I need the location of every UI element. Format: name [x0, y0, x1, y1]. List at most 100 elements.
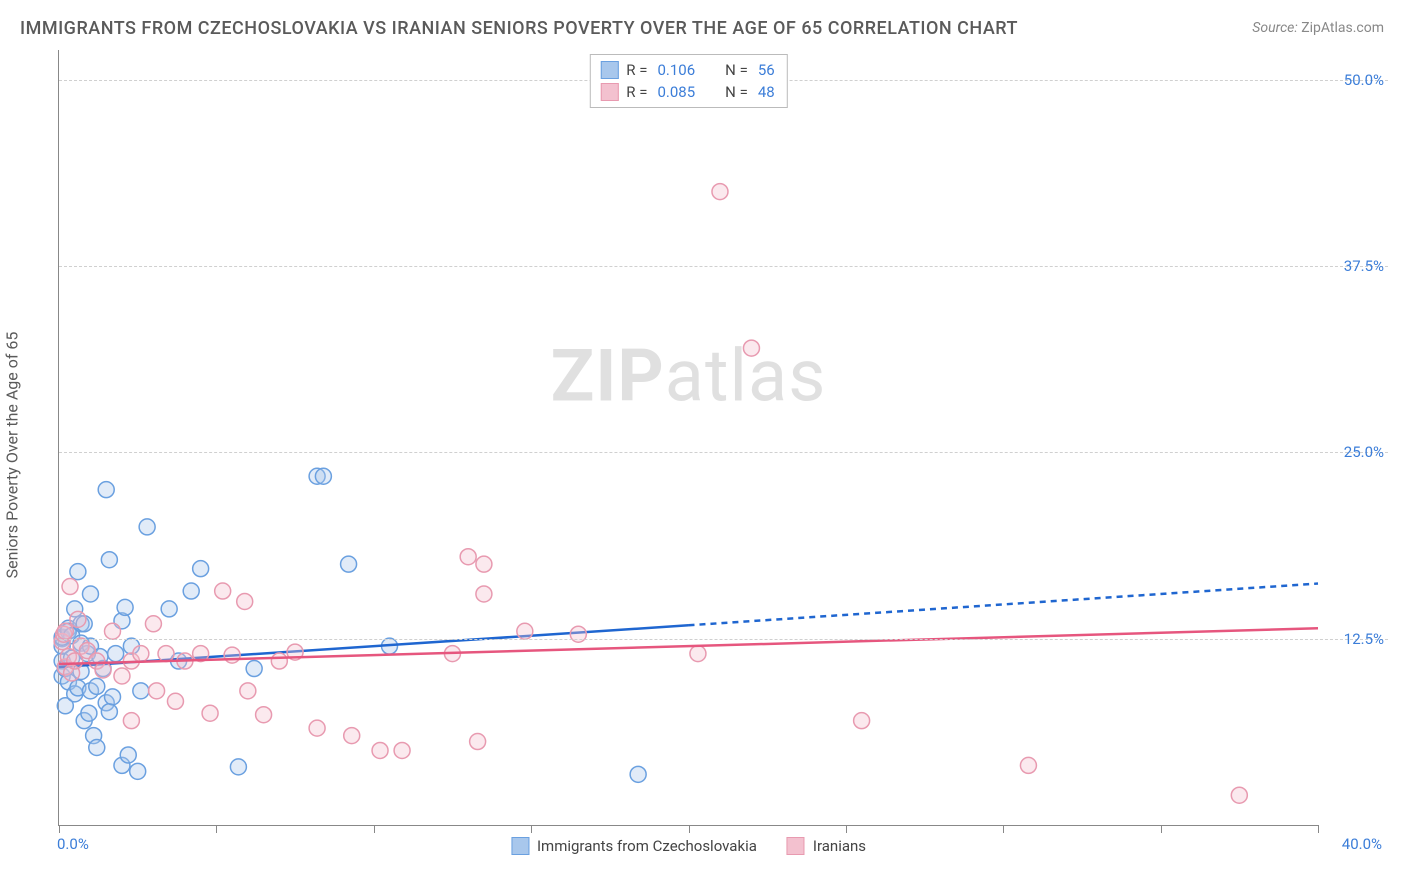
data-point: [230, 759, 246, 775]
data-point: [105, 689, 121, 705]
data-point: [256, 707, 272, 723]
data-point: [854, 713, 870, 729]
y-tick-label: 50.0%: [1344, 71, 1384, 89]
data-point: [123, 713, 139, 729]
data-point: [202, 705, 218, 721]
data-point: [139, 519, 155, 535]
grid-line: [59, 266, 1388, 267]
data-point: [394, 742, 410, 758]
data-point: [57, 623, 73, 639]
data-point: [133, 646, 149, 662]
plot-area: ZIPatlas R = 0.106 N = 56 R = 0.085 N = …: [58, 50, 1318, 826]
data-point: [70, 611, 86, 627]
data-point: [167, 693, 183, 709]
x-tick: [59, 825, 60, 833]
legend-swatch: [600, 83, 618, 101]
data-point: [98, 482, 114, 498]
data-point: [145, 616, 161, 632]
correlation-legend-row: R = 0.085 N = 48: [600, 81, 776, 103]
source-attribution: Source: ZipAtlas.com: [1252, 20, 1384, 36]
data-point: [1020, 757, 1036, 773]
y-tick-label: 25.0%: [1344, 443, 1384, 461]
data-point: [476, 586, 492, 602]
legend-swatch: [787, 837, 805, 855]
data-point: [570, 626, 586, 642]
data-point: [237, 593, 253, 609]
data-point: [89, 740, 105, 756]
data-point: [105, 623, 121, 639]
scatter-svg: [59, 50, 1318, 825]
data-point: [743, 340, 759, 356]
data-point: [108, 646, 124, 662]
trend-line: [59, 628, 1318, 664]
source-value: ZipAtlas.com: [1301, 20, 1384, 36]
n-value: 56: [758, 61, 775, 79]
data-point: [158, 646, 174, 662]
x-tick: [689, 825, 690, 833]
x-tick: [374, 825, 375, 833]
data-point: [712, 184, 728, 200]
data-point: [341, 556, 357, 572]
x-max-label: 40.0%: [1342, 835, 1382, 853]
x-tick: [1318, 825, 1319, 833]
r-label: R =: [626, 61, 647, 79]
r-value: 0.106: [657, 61, 695, 79]
data-point: [70, 564, 86, 580]
series-legend: Immigrants from Czechoslovakia Iranians: [511, 837, 866, 855]
y-axis-label: Seniors Poverty Over the Age of 65: [3, 332, 22, 579]
source-label: Source:: [1252, 20, 1297, 36]
n-label: N =: [725, 61, 748, 79]
r-value: 0.085: [657, 83, 695, 101]
trend-line-extrapolated: [689, 584, 1319, 626]
y-tick-label: 37.5%: [1344, 257, 1384, 275]
data-point: [476, 556, 492, 572]
data-point: [246, 661, 262, 677]
series-legend-label: Immigrants from Czechoslovakia: [537, 837, 757, 855]
x-tick: [216, 825, 217, 833]
data-point: [114, 668, 130, 684]
grid-line: [59, 639, 1388, 640]
data-point: [89, 678, 105, 694]
data-point: [62, 579, 78, 595]
data-point: [149, 683, 165, 699]
x-tick: [846, 825, 847, 833]
correlation-legend-row: R = 0.106 N = 56: [600, 59, 776, 81]
series-legend-label: Iranians: [813, 837, 866, 855]
legend-swatch: [600, 61, 618, 79]
correlation-legend: R = 0.106 N = 56 R = 0.085 N = 48: [589, 54, 787, 108]
data-point: [630, 766, 646, 782]
data-point: [193, 561, 209, 577]
data-point: [240, 683, 256, 699]
data-point: [95, 662, 111, 678]
data-point: [215, 583, 231, 599]
chart-title: IMMIGRANTS FROM CZECHOSLOVAKIA VS IRANIA…: [20, 18, 1018, 39]
series-legend-item: Iranians: [787, 837, 866, 855]
legend-swatch: [511, 837, 529, 855]
data-point: [117, 599, 133, 615]
data-point: [460, 549, 476, 565]
data-point: [470, 734, 486, 750]
x-tick: [1161, 825, 1162, 833]
data-point: [130, 763, 146, 779]
data-point: [224, 647, 240, 663]
data-point: [120, 747, 136, 763]
data-point: [315, 468, 331, 484]
data-point: [271, 653, 287, 669]
data-point: [82, 586, 98, 602]
data-point: [183, 583, 199, 599]
series-legend-item: Immigrants from Czechoslovakia: [511, 837, 757, 855]
data-point: [81, 705, 97, 721]
data-point: [161, 601, 177, 617]
r-label: R =: [626, 83, 647, 101]
data-point: [1231, 787, 1247, 803]
data-point: [517, 623, 533, 639]
chart-container: Seniors Poverty Over the Age of 65 ZIPat…: [48, 50, 1388, 860]
data-point: [101, 552, 117, 568]
data-point: [101, 704, 117, 720]
data-point: [372, 742, 388, 758]
x-tick: [531, 825, 532, 833]
x-origin-label: 0.0%: [57, 835, 89, 853]
x-tick: [1003, 825, 1004, 833]
data-point: [133, 683, 149, 699]
data-point: [344, 728, 360, 744]
